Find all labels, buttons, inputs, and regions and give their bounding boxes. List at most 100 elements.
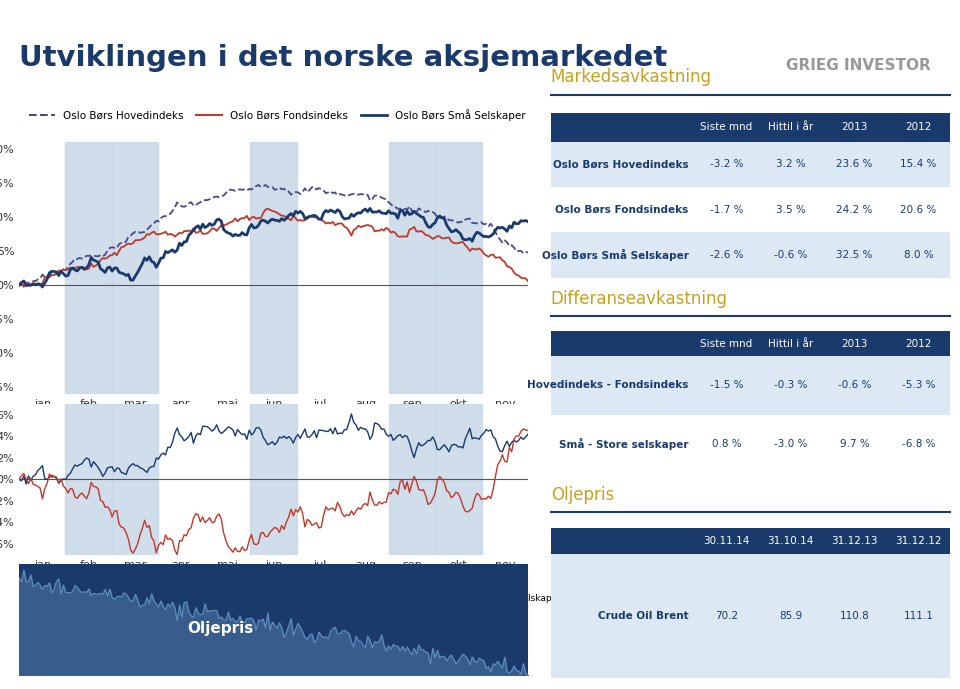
Text: Oljepris: Oljepris [187,621,253,636]
Bar [758,555,823,679]
Text: 24.2 %: 24.2 % [836,205,873,215]
Bar [551,113,695,141]
Text: Crude Oil Brent: Crude Oil Brent [598,611,688,621]
Text: -0.6 %: -0.6 % [838,380,871,390]
Text: Utviklingen i det norske aksjemarkedet: Utviklingen i det norske aksjemarkedet [19,44,667,72]
Bar [886,113,950,141]
Bar [551,141,695,187]
Text: 70.2: 70.2 [715,611,738,621]
Bar [758,528,823,555]
Text: Oslo Børs Fondsindeks: Oslo Børs Fondsindeks [555,205,688,215]
Bar [551,528,695,555]
Text: 31.10.14: 31.10.14 [767,536,814,546]
Bar [695,528,758,555]
Bar [551,415,695,473]
Text: 31.12.12: 31.12.12 [895,536,942,546]
Bar [695,555,758,679]
Bar [65,404,111,555]
Text: 85.9: 85.9 [779,611,803,621]
Text: 20.6 %: 20.6 % [900,205,937,215]
Text: Siste mnd: Siste mnd [701,122,753,132]
Text: 30.11.14: 30.11.14 [704,536,750,546]
Text: 9.7 %: 9.7 % [840,439,870,449]
Text: 15.4 %: 15.4 % [900,159,937,169]
Text: -0.6 %: -0.6 % [774,250,807,260]
Bar [65,142,111,394]
Bar [823,415,886,473]
Text: 3.5 %: 3.5 % [776,205,805,215]
Bar [251,404,297,555]
Text: -5.3 %: -5.3 % [901,380,935,390]
Bar [823,187,886,232]
Text: 31.12.13: 31.12.13 [831,536,877,546]
Text: Hittil i år: Hittil i år [768,122,813,132]
Bar [886,232,950,278]
Bar [695,415,758,473]
Text: Markedsavkastning: Markedsavkastning [551,68,711,86]
Text: 0.8 %: 0.8 % [711,439,741,449]
Bar [758,232,823,278]
Bar [823,141,886,187]
Text: 2012: 2012 [905,122,931,132]
Text: Differanseavkastning: Differanseavkastning [551,290,728,308]
Bar [886,555,950,679]
Bar [823,528,886,555]
Bar [551,232,695,278]
Bar [823,331,886,356]
Bar [758,113,823,141]
Bar [886,415,950,473]
Bar [758,141,823,187]
Bar [758,415,823,473]
Bar [823,555,886,679]
Text: Små - Store selskaper: Små - Store selskaper [559,438,688,450]
Text: 8.0 %: 8.0 % [903,250,933,260]
Text: -1.7 %: -1.7 % [709,205,743,215]
Legend: Akkumulert differanse Hovedindeks - Fondsindeks, Akkumulert differanse Små selsk: Akkumulert differanse Hovedindeks - Fond… [24,589,565,606]
Bar [551,356,695,415]
Text: Hovedindeks - Fondsindeks: Hovedindeks - Fondsindeks [527,380,688,390]
Text: 2013: 2013 [841,122,868,132]
Bar [758,187,823,232]
Bar [823,232,886,278]
Bar [436,142,482,394]
Bar [551,331,695,356]
Bar [251,142,297,394]
Bar [436,404,482,555]
Text: Siste mnd: Siste mnd [701,339,753,349]
Bar [695,141,758,187]
Bar [695,356,758,415]
Text: Oslo Børs Små Selskaper: Oslo Børs Små Selskaper [541,249,688,261]
Bar [758,331,823,356]
Bar [886,331,950,356]
Text: GRIEG INVESTOR: GRIEG INVESTOR [785,58,930,73]
Bar [551,555,695,679]
Text: 3.2 %: 3.2 % [776,159,805,169]
Bar [111,142,158,394]
Bar [389,404,436,555]
Bar [758,356,823,415]
Text: Oslo Børs Hovedindeks: Oslo Børs Hovedindeks [553,159,688,169]
Legend: Oslo Børs Hovedindeks, Oslo Børs Fondsindeks, Oslo Børs Små Selskaper: Oslo Børs Hovedindeks, Oslo Børs Fondsin… [24,105,530,125]
Text: -2.6 %: -2.6 % [709,250,743,260]
Bar [695,331,758,356]
Bar [695,187,758,232]
Bar [886,356,950,415]
Text: -0.3 %: -0.3 % [774,380,807,390]
Bar [886,141,950,187]
Bar [111,404,158,555]
Text: -3.0 %: -3.0 % [774,439,807,449]
Bar [823,356,886,415]
Text: Hittil i år: Hittil i år [768,339,813,349]
Text: 23.6 %: 23.6 % [836,159,873,169]
Text: 2012: 2012 [905,339,931,349]
Text: -6.8 %: -6.8 % [901,439,935,449]
Text: 2013: 2013 [841,339,868,349]
Bar [389,142,436,394]
Text: -3.2 %: -3.2 % [709,159,743,169]
Bar [823,113,886,141]
Bar [886,187,950,232]
Text: 111.1: 111.1 [903,611,933,621]
Text: 110.8: 110.8 [840,611,870,621]
Text: 32.5 %: 32.5 % [836,250,873,260]
Bar [695,232,758,278]
